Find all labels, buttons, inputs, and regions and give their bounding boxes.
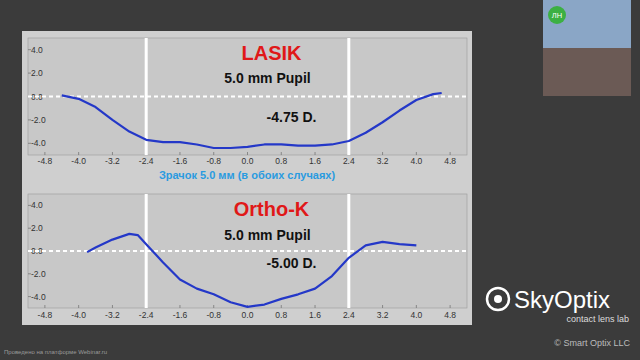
plot-frame <box>28 38 467 155</box>
x-tick <box>450 305 451 308</box>
x-tick <box>450 152 451 155</box>
x-tick-label: -1.6 <box>173 156 188 166</box>
x-tick <box>382 305 383 308</box>
x-tick-label: -2.4 <box>139 310 154 320</box>
x-tick-label: 2.4 <box>343 310 355 320</box>
y-tick-label: -4.0 <box>31 292 46 302</box>
pupil-line <box>145 38 148 155</box>
logo-tagline: contact lens lab <box>566 314 629 324</box>
x-tick-label: 4.8 <box>444 310 456 320</box>
video-thumbnail <box>543 0 631 48</box>
data-group <box>62 93 442 148</box>
pupil-line <box>347 38 350 155</box>
y-tick-label: -2.0 <box>31 115 46 125</box>
x-tick-label: -4.8 <box>38 156 53 166</box>
x-tick <box>315 305 316 308</box>
x-tick-label: 3.2 <box>377 310 389 320</box>
platform-note: Проведено на платформе Webinar.ru <box>4 349 107 355</box>
x-tick-label: 1.6 <box>309 156 321 166</box>
x-tick <box>281 152 282 155</box>
x-tick-label: -3.2 <box>105 310 120 320</box>
video-thumbnail <box>543 48 631 96</box>
x-tick <box>281 305 282 308</box>
chart-title: Ortho-K <box>234 198 310 220</box>
x-tick-label: -3.2 <box>105 156 120 166</box>
avatar-initials: ЛН <box>552 11 562 20</box>
chart: 4.0 2.0 0.0 -2.0 -4.0 -4.8 -4.0 -3.2 -2.4 -1.6 -0.… <box>28 194 467 320</box>
x-tick <box>213 152 214 155</box>
x-tick-label: -2.4 <box>139 156 154 166</box>
x-tick-label: -4.8 <box>38 310 53 320</box>
x-tick-label: 2.4 <box>343 156 355 166</box>
y-tick-label: 2.0 <box>31 223 43 233</box>
x-tick-label: -4.0 <box>71 310 86 320</box>
x-tick <box>315 152 316 155</box>
annotation: -5.00 D. <box>267 255 317 271</box>
slide-panel <box>22 31 472 325</box>
background <box>0 0 640 360</box>
chart-subtitle: 5.0 mm Pupil <box>224 70 310 86</box>
y-tick-label: 4.0 <box>31 45 43 55</box>
x-tick <box>78 305 79 308</box>
profile-line <box>87 234 416 307</box>
x-tick-label: -0.8 <box>206 156 221 166</box>
y-tick-label: -2.0 <box>31 269 46 279</box>
x-tick-label: 0.0 <box>242 310 254 320</box>
x-tick-label: 3.2 <box>377 156 389 166</box>
chart-title: LASIK <box>242 42 303 64</box>
zero-line <box>28 96 467 98</box>
x-tick <box>44 305 45 308</box>
x-tick-label: 4.8 <box>444 156 456 166</box>
x-tick-label: -0.8 <box>206 310 221 320</box>
profile-line <box>62 93 442 148</box>
y-tick-label: 4.0 <box>31 200 43 210</box>
caption: Зрачок 5.0 мм (в обоих случаях) <box>159 169 336 181</box>
zero-line <box>28 250 467 252</box>
x-tick <box>382 152 383 155</box>
chart-subtitle: 5.0 mm Pupil <box>224 227 310 243</box>
x-tick <box>247 152 248 155</box>
plot-frame <box>28 194 467 308</box>
x-tick-label: 0.8 <box>275 156 287 166</box>
logo-icon <box>494 295 502 303</box>
x-tick-label: 4.0 <box>410 310 422 320</box>
x-tick-label: 1.6 <box>309 310 321 320</box>
x-tick <box>78 152 79 155</box>
logo-icon <box>487 288 509 310</box>
x-tick <box>179 305 180 308</box>
copyright: © Smart Optix LLC <box>554 338 630 348</box>
annotation: -4.75 D. <box>267 109 317 125</box>
chart: 4.0 2.0 0.0 -2.0 -4.0 -4.8 -4.0 -3.2 -2.4 -1.6 -0.… <box>28 38 467 166</box>
pupil-line <box>347 194 350 308</box>
x-tick <box>213 305 214 308</box>
x-tick <box>112 152 113 155</box>
pupil-line <box>145 194 148 308</box>
x-tick-label: -4.0 <box>71 156 86 166</box>
logo-name: SkyOptix <box>514 286 610 313</box>
y-tick-label: -4.0 <box>31 138 46 148</box>
x-tick-label: 0.8 <box>275 310 287 320</box>
x-tick-label: 4.0 <box>410 156 422 166</box>
x-tick-label: -1.6 <box>173 310 188 320</box>
x-tick-label: 0.0 <box>242 156 254 166</box>
x-tick <box>416 152 417 155</box>
avatar <box>548 6 566 24</box>
x-tick <box>416 305 417 308</box>
y-tick-label: 2.0 <box>31 68 43 78</box>
x-tick <box>179 152 180 155</box>
x-tick <box>112 305 113 308</box>
page: 4.0 2.0 0.0 -2.0 -4.0 -4.8 -4.0 -3.2 -2.4 -1.6 -0.… <box>0 0 640 360</box>
data-group <box>87 234 416 307</box>
x-tick <box>44 152 45 155</box>
